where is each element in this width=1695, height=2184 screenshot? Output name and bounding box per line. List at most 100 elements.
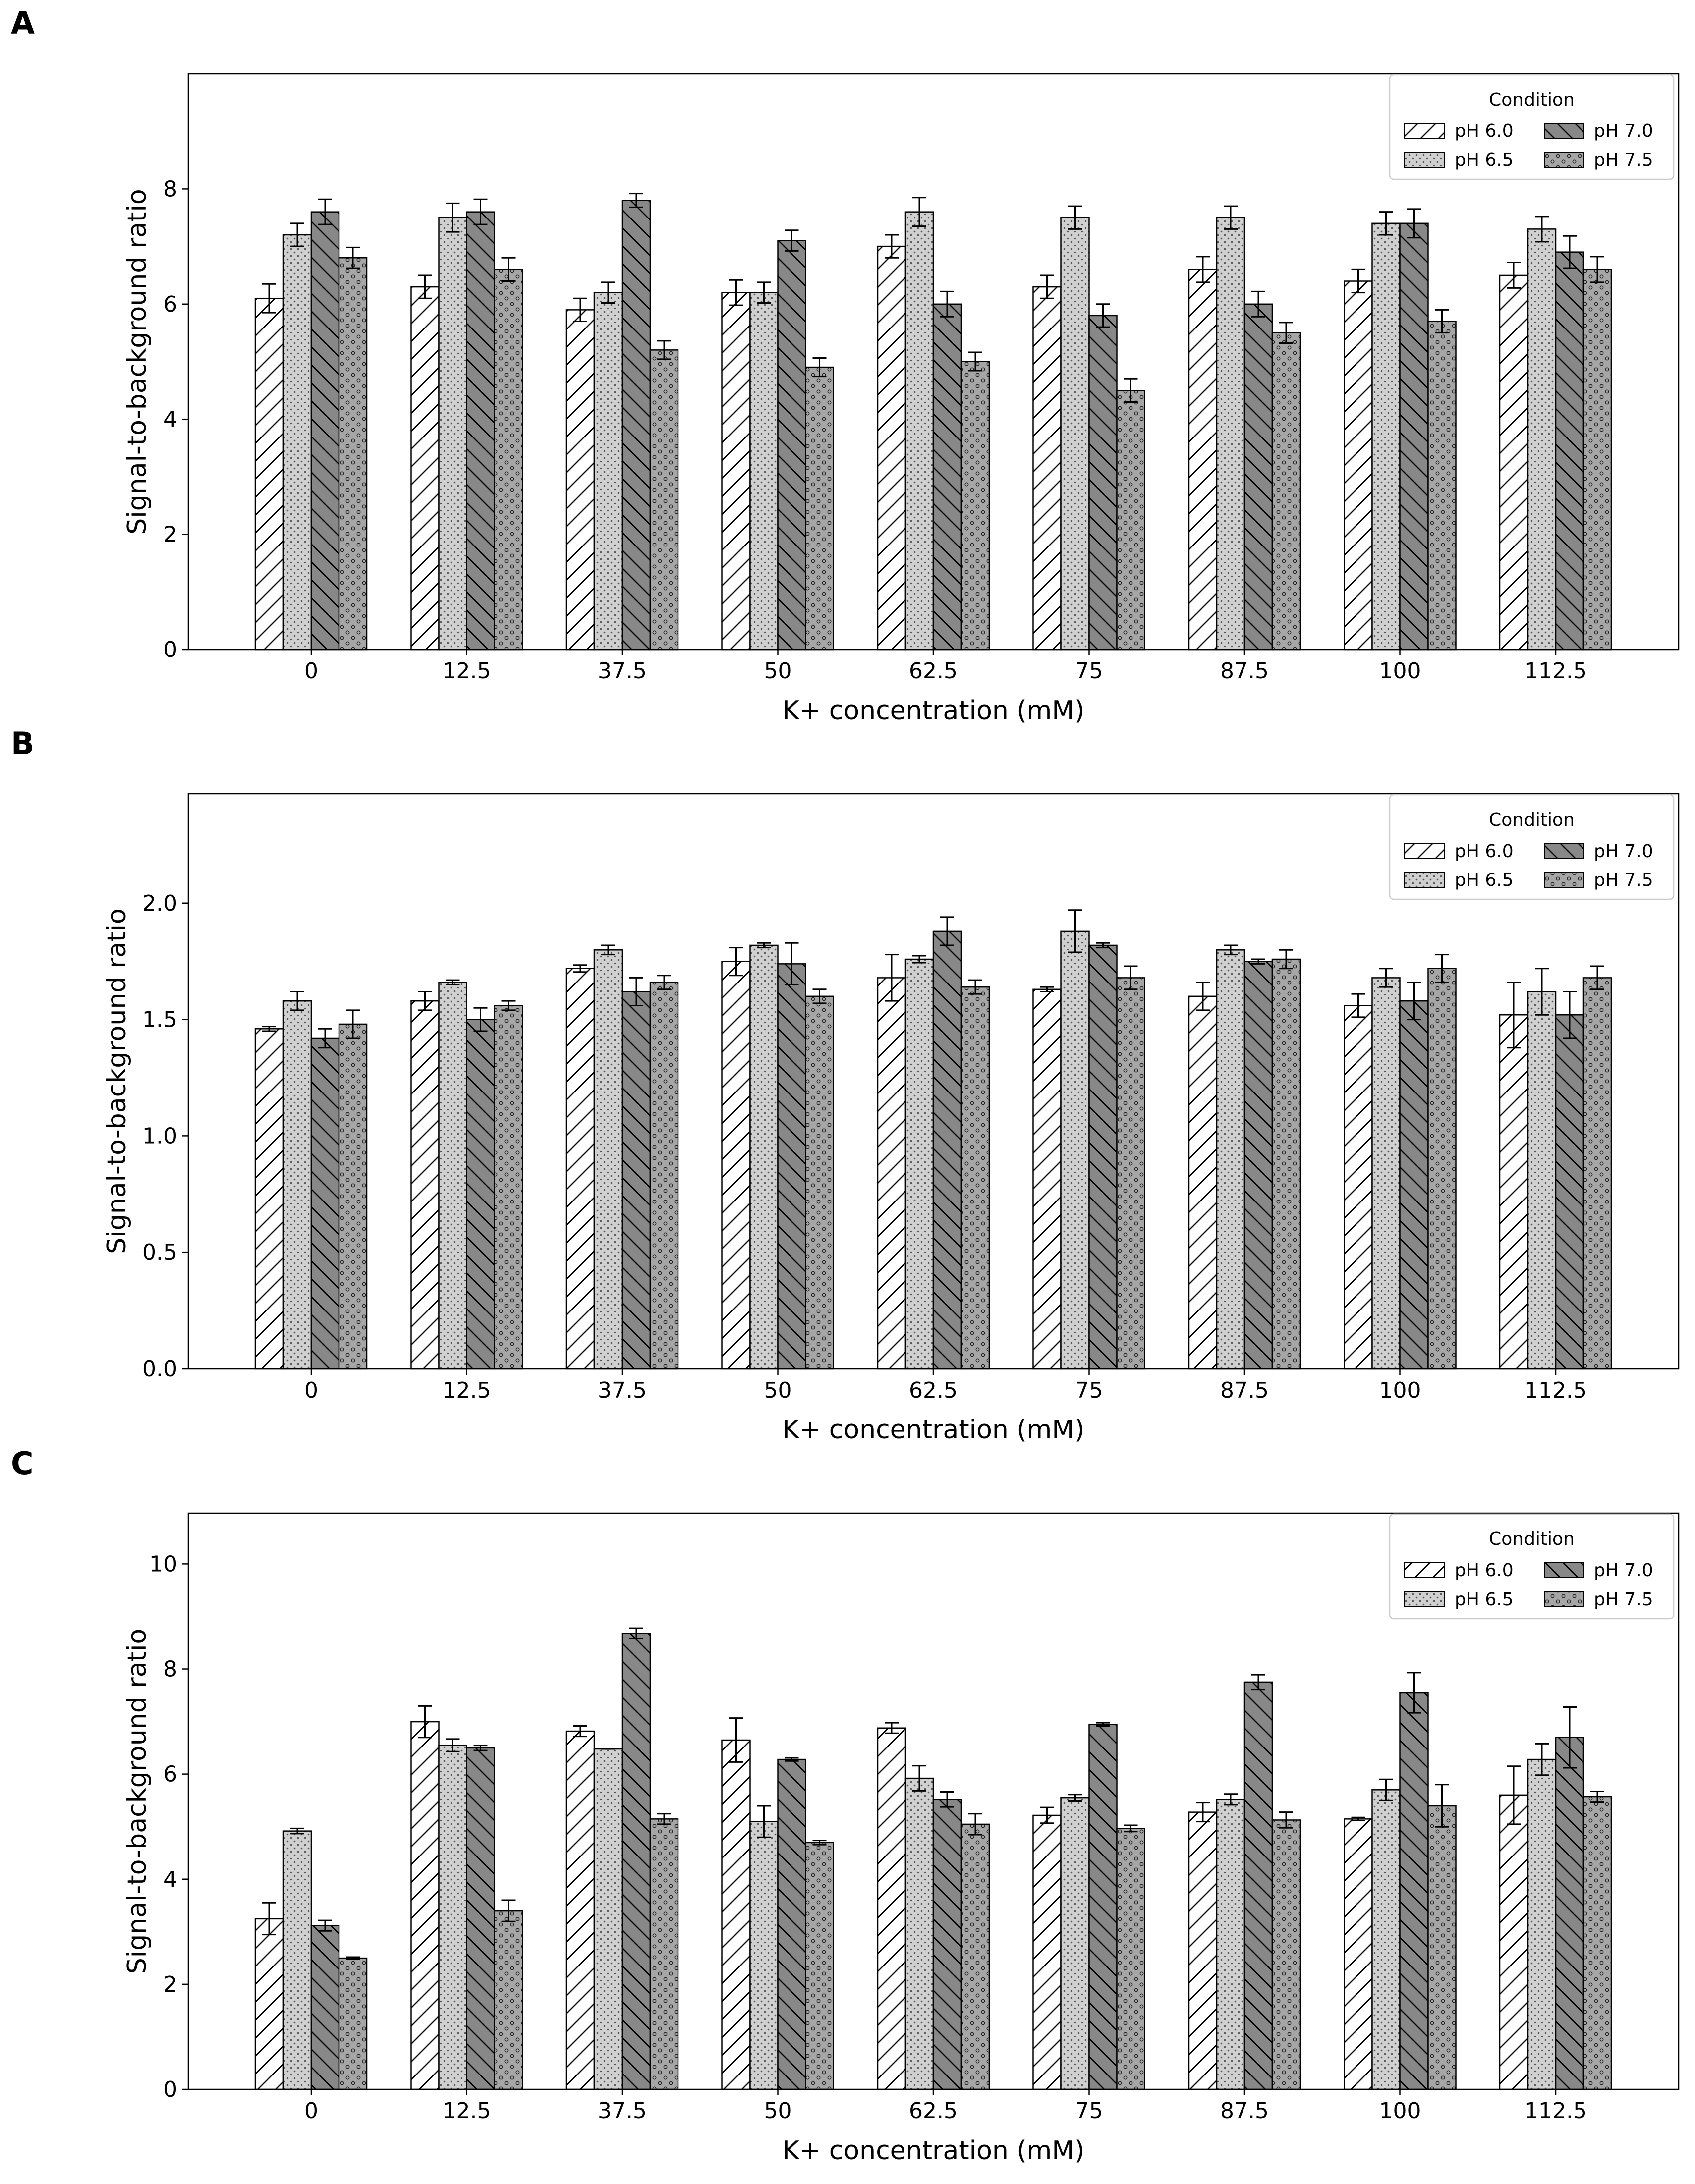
bar [1555, 1737, 1584, 2090]
bar [1188, 269, 1218, 651]
panel-A: A 0 12.5 37.5 50 62.5 75 87.5 100 112.5 0 2 4 6 8 K+ co… [11, 5, 1680, 726]
bar [593, 292, 623, 651]
y-tick-label: 4 [163, 1867, 177, 1892]
bar [1060, 1797, 1090, 2090]
plot-frame [187, 1512, 1680, 2090]
bar [254, 297, 284, 651]
x-tick-label: 75 [1075, 2098, 1103, 2124]
bar [1188, 1811, 1218, 2090]
bar [1188, 995, 1218, 1370]
y-tick-label: 0 [163, 2077, 177, 2102]
bar [254, 1918, 284, 2090]
bar [1216, 1799, 1245, 2090]
bar [282, 1000, 312, 1370]
bar [721, 1739, 751, 2090]
bar [960, 986, 990, 1370]
bar [565, 1730, 595, 2090]
bar [960, 1823, 990, 2090]
y-tick-label: 0.5 [142, 1240, 177, 1265]
bar [749, 944, 779, 1370]
legend-label: pH 7.0 [1594, 841, 1653, 862]
bar [410, 1721, 440, 2090]
legend: Condition pH 6.0 pH 6.5 pH 7.0 pH 7.5 [1389, 794, 1675, 900]
bar [877, 1727, 906, 2090]
bar [310, 1037, 340, 1370]
bar [1243, 961, 1273, 1370]
bar [1427, 321, 1457, 651]
x-tick-label: 0 [304, 1378, 318, 1403]
x-tick-label: 87.5 [1220, 658, 1269, 684]
bar [904, 958, 934, 1370]
bar [1344, 1818, 1373, 2090]
y-tick-label: 2 [163, 1972, 177, 1997]
bar [1427, 1805, 1457, 2090]
legend-label: pH 6.0 [1455, 841, 1514, 862]
bar [932, 303, 962, 651]
x-tick-label: 75 [1075, 1378, 1103, 1403]
panel-C: C 0 12.5 37.5 50 62.5 75 87.5 100 112.5 0 2 4 6 8 10 K+ … [11, 1445, 1680, 2166]
bar [904, 211, 934, 651]
x-tick-label: 100 [1379, 2098, 1421, 2124]
legend-label: pH 7.0 [1594, 1560, 1653, 1581]
bar [1582, 977, 1612, 1370]
bar [877, 245, 906, 651]
bar [1243, 303, 1273, 651]
bar [749, 1821, 779, 2090]
panel-label: A [11, 5, 35, 41]
bar [1060, 217, 1090, 651]
bar [1371, 222, 1401, 651]
bar [1427, 968, 1457, 1370]
legend-swatch [1544, 1562, 1584, 1578]
y-tick-label: 10 [149, 1551, 177, 1577]
y-tick-label: 0.0 [142, 1356, 177, 1382]
x-tick-label: 100 [1379, 1378, 1421, 1403]
bar [438, 1745, 467, 2090]
bar [621, 991, 651, 1370]
panel-label: B [11, 725, 34, 762]
bar [1216, 217, 1245, 651]
x-tick-label: 12.5 [443, 1378, 491, 1403]
y-tick-label: 1.5 [142, 1007, 177, 1033]
bar [593, 949, 623, 1370]
legend-label: pH 6.5 [1455, 1589, 1514, 1610]
bar [466, 1019, 495, 1370]
x-tick-label: 37.5 [598, 1378, 647, 1403]
bar [1555, 1014, 1584, 1370]
legend-frame [1389, 794, 1675, 900]
legend-swatch [1404, 152, 1445, 168]
y-tick-label: 6 [163, 1762, 177, 1787]
bar [1271, 1819, 1301, 2090]
y-tick-label: 2 [163, 522, 177, 547]
x-axis-label: K+ concentration (mM) [783, 1415, 1085, 1445]
bar [494, 1910, 523, 2090]
bar [1344, 1005, 1373, 1370]
bar [310, 211, 340, 651]
bar [1399, 1000, 1429, 1370]
bar [1032, 988, 1062, 1370]
y-tick-label: 4 [163, 407, 177, 432]
x-tick-label: 100 [1379, 658, 1421, 684]
bar [621, 200, 651, 651]
y-tick-label: 1.0 [142, 1123, 177, 1149]
y-axis-label: Signal-to-background ratio [102, 908, 132, 1254]
bar [1216, 949, 1245, 1370]
bar [777, 963, 806, 1370]
x-tick-label: 62.5 [909, 1378, 958, 1403]
legend-label: pH 7.5 [1594, 1589, 1653, 1610]
bar [494, 269, 523, 651]
x-tick-label: 50 [764, 2098, 792, 2124]
x-tick-label: 37.5 [598, 658, 647, 684]
x-tick-label: 50 [764, 1378, 792, 1403]
bar [1271, 332, 1301, 651]
bar [410, 286, 440, 651]
bar [1032, 286, 1062, 651]
bar [1344, 280, 1373, 651]
bar [1399, 222, 1429, 651]
legend-swatch [1544, 872, 1584, 888]
bar [1399, 1692, 1429, 2090]
bar [1116, 977, 1145, 1370]
bar [1271, 958, 1301, 1370]
bar [621, 1633, 651, 2090]
y-tick-label: 2.0 [142, 891, 177, 916]
